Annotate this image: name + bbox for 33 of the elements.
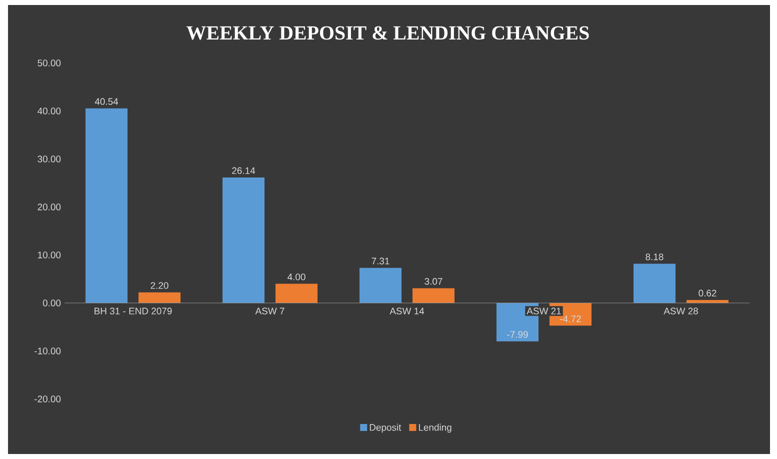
x-tick-label: ASW 14 <box>390 308 424 314</box>
data-label: 26.14 <box>232 167 256 174</box>
bar <box>360 268 402 303</box>
y-tick-label: 10.00 <box>38 252 61 258</box>
data-label: 4.00 <box>288 274 306 280</box>
x-tick-label: ASW 21 <box>526 308 561 314</box>
x-tick-label: BH 31 - END 2079 <box>94 308 172 314</box>
bar <box>634 264 676 303</box>
chart-title: WEEKLY DEPOSIT & LENDING CHANGES <box>186 26 589 40</box>
y-tick-label: 20.00 <box>38 204 61 210</box>
legend-label: Deposit <box>370 424 402 433</box>
x-tick-label: ASW 28 <box>664 308 698 314</box>
data-label: 2.20 <box>150 282 168 289</box>
y-tick-label: 30.00 <box>38 156 61 162</box>
x-tick-label: ASW 7 <box>255 308 284 314</box>
y-tick-label: 50.00 <box>38 60 61 66</box>
y-tick-label: -20.00 <box>34 396 61 402</box>
data-label: 0.62 <box>698 290 716 296</box>
bar <box>86 108 128 303</box>
y-tick-label: 0.00 <box>42 300 61 306</box>
data-label: 40.54 <box>94 98 118 105</box>
data-label: -4.72 <box>560 316 581 322</box>
bar <box>412 288 455 303</box>
bar <box>222 178 265 303</box>
data-label: -7.99 <box>507 331 528 338</box>
legend-label: Lending <box>418 424 452 433</box>
bar <box>138 292 181 303</box>
y-tick-label: -10.00 <box>34 348 61 354</box>
data-label: 3.07 <box>424 278 442 285</box>
y-tick-label: 40.00 <box>38 108 61 114</box>
data-label: 7.31 <box>372 258 390 264</box>
data-label: 8.18 <box>646 254 664 260</box>
bar <box>276 284 318 303</box>
